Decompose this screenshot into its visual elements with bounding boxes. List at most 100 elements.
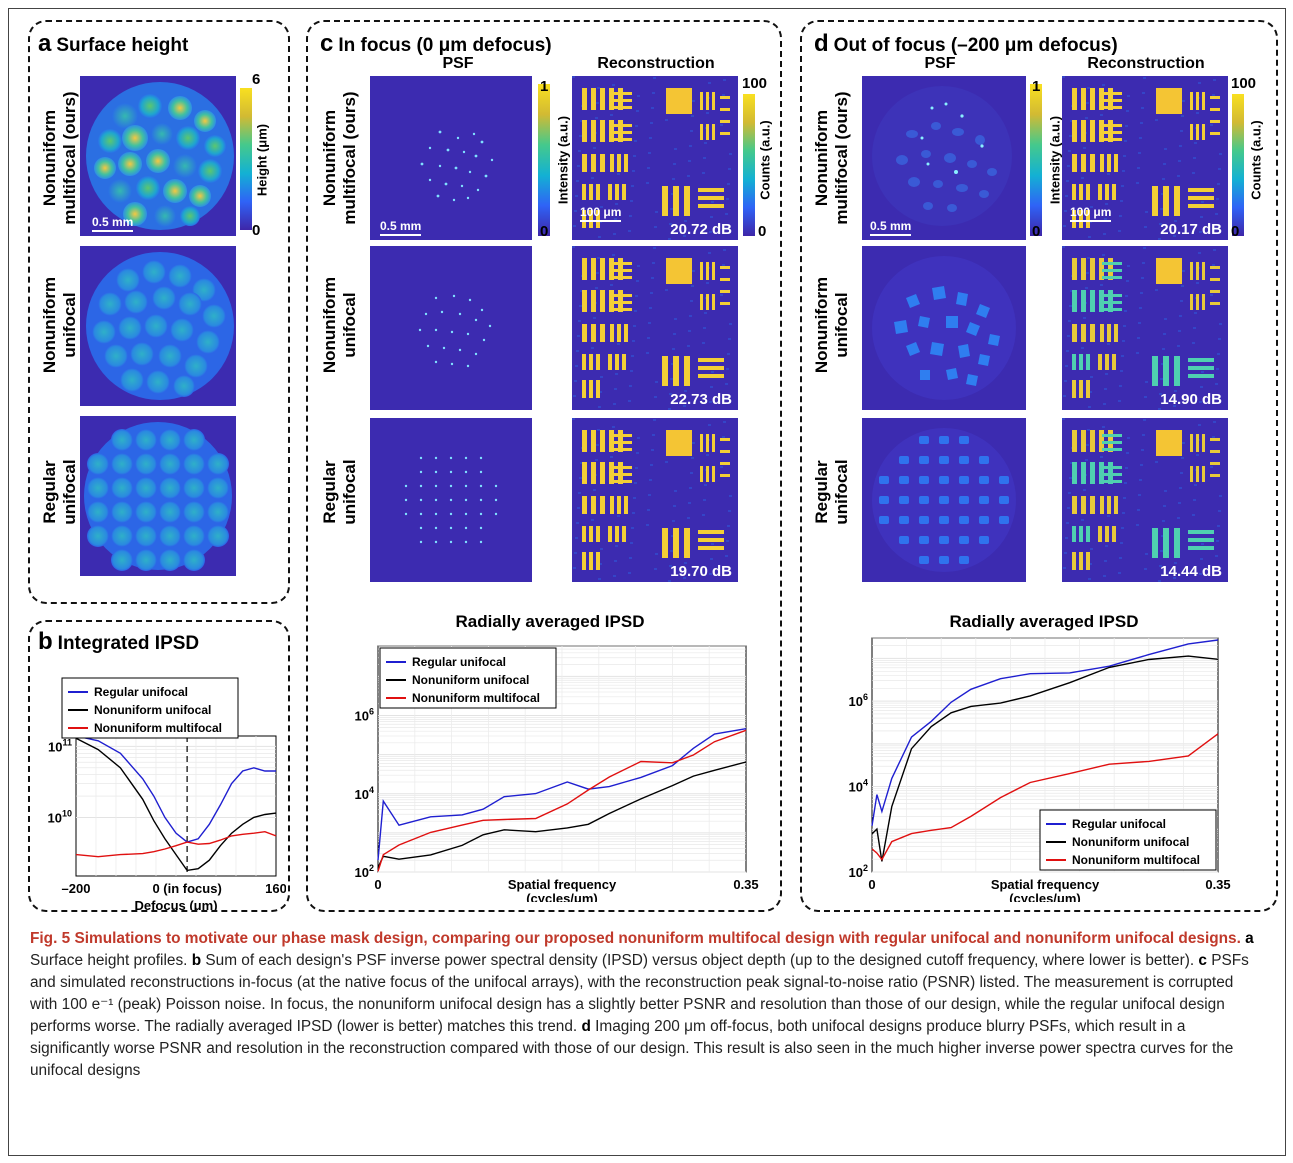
psf-dot: [419, 512, 423, 516]
psf-dot: [419, 540, 423, 544]
target-bar: [1190, 124, 1193, 140]
noise-speckle: [674, 318, 677, 320]
psf-dot: [464, 540, 468, 544]
target-bar: [1081, 88, 1086, 110]
reconstruction-out-focus-nonuniform: 14.90 dB: [1062, 246, 1228, 410]
noise-speckle: [1158, 580, 1161, 582]
psf-dot: [479, 498, 483, 502]
colorbar-min: 0: [252, 222, 261, 239]
psf-blob: [979, 496, 989, 504]
scalebar-label: 0.5 mm: [380, 218, 422, 233]
target-bar: [591, 462, 596, 484]
colorbar-min: 0: [1032, 223, 1041, 240]
row-label-line1: Regular: [812, 460, 831, 524]
psf-out-focus-regular: [862, 418, 1026, 582]
target-bar: [1202, 434, 1205, 452]
target-bar: [684, 356, 690, 386]
noise-speckle: [1083, 489, 1086, 491]
target-bar: [1099, 462, 1104, 484]
y-tick-label: 1010: [48, 808, 72, 825]
noise-speckle: [572, 76, 575, 78]
scalebar-label: 0.5 mm: [870, 218, 912, 233]
target-bar-small: [720, 450, 730, 453]
x-tick-label: 0.35: [733, 877, 758, 892]
psf-dot: [449, 498, 453, 502]
target-bar-horizontal: [612, 308, 632, 311]
y-tick-label: 104: [849, 778, 868, 795]
target-bar: [609, 462, 614, 484]
noise-speckle: [691, 285, 694, 287]
noise-speckle: [1181, 457, 1184, 459]
noise-speckle: [1066, 180, 1069, 182]
target-bar-horizontal: [1102, 262, 1122, 265]
noise-speckle: [1200, 216, 1203, 218]
noise-speckle: [1145, 381, 1148, 383]
noise-speckle: [577, 165, 580, 167]
target-bar: [1196, 92, 1199, 110]
noise-speckle: [692, 100, 695, 102]
target-bar: [1090, 154, 1095, 172]
noise-speckle: [1125, 125, 1128, 127]
colorbar-label: Intensity (a.u.): [1047, 115, 1063, 205]
target-bar: [1107, 496, 1111, 514]
noise-speckle: [706, 112, 709, 114]
noise-speckle: [635, 467, 638, 469]
target-bar-horizontal: [612, 269, 632, 272]
target-bar: [1174, 528, 1180, 558]
target-bar: [1072, 88, 1077, 110]
noise-speckle: [1123, 497, 1126, 499]
noise-speckle: [687, 175, 690, 177]
noise-speckle: [670, 208, 673, 210]
noise-speckle: [1088, 406, 1091, 408]
noise-speckle: [598, 236, 601, 238]
target-bar: [712, 294, 715, 310]
psf-blobs: [872, 86, 1012, 226]
noise-speckle: [1192, 342, 1195, 344]
noise-speckle: [597, 87, 600, 89]
noise-speckle: [1163, 505, 1166, 507]
target-bar-horizontal: [612, 434, 632, 437]
panel-title-text: Integrated IPSD: [57, 633, 200, 654]
legend-box: [379, 647, 557, 709]
noise-speckle: [665, 461, 668, 463]
noise-speckle: [646, 524, 649, 526]
noise-speckle: [726, 198, 729, 200]
noise-speckle: [722, 94, 725, 96]
target-bar: [589, 210, 593, 228]
target-bar-horizontal: [1102, 276, 1122, 279]
legend-entry: Nonuniform multifocal: [412, 691, 540, 705]
target-bar: [624, 154, 628, 172]
noise-speckle: [688, 502, 691, 504]
noise-speckle: [1145, 553, 1148, 555]
noise-speckle: [1158, 408, 1161, 410]
noise-speckle: [1198, 252, 1201, 254]
y-tick-label: 106: [849, 692, 868, 709]
caption-letter-b: b: [191, 952, 202, 969]
noise-speckle: [684, 562, 687, 564]
scalebar: 0.5 mm: [380, 218, 422, 236]
target-bar-small: [1210, 266, 1220, 269]
target-bar-small: [720, 438, 730, 441]
noise-speckle: [617, 173, 620, 175]
target-bar: [1112, 354, 1116, 370]
target-bar-horizontal: [1188, 358, 1214, 362]
noise-speckle: [647, 509, 650, 511]
noise-speckle: [617, 515, 620, 517]
noise-speckle: [1142, 262, 1145, 264]
target-bar: [700, 92, 703, 110]
target-bar: [1081, 430, 1086, 452]
noise-speckle: [689, 315, 692, 317]
noise-speckle: [1215, 555, 1218, 557]
noise-speckle: [1083, 147, 1086, 149]
target-bar: [600, 462, 605, 484]
target-bar: [1086, 380, 1090, 398]
target-bar: [582, 258, 587, 280]
psf-dot: [419, 456, 423, 460]
noise-speckle: [1064, 552, 1067, 554]
colorbar-min: 0: [1231, 223, 1240, 240]
target-bar: [600, 290, 605, 312]
row-label-line2: unifocal: [340, 459, 359, 525]
noise-speckle: [636, 110, 639, 112]
scalebar-line: [92, 229, 134, 232]
noise-speckle: [652, 92, 655, 94]
